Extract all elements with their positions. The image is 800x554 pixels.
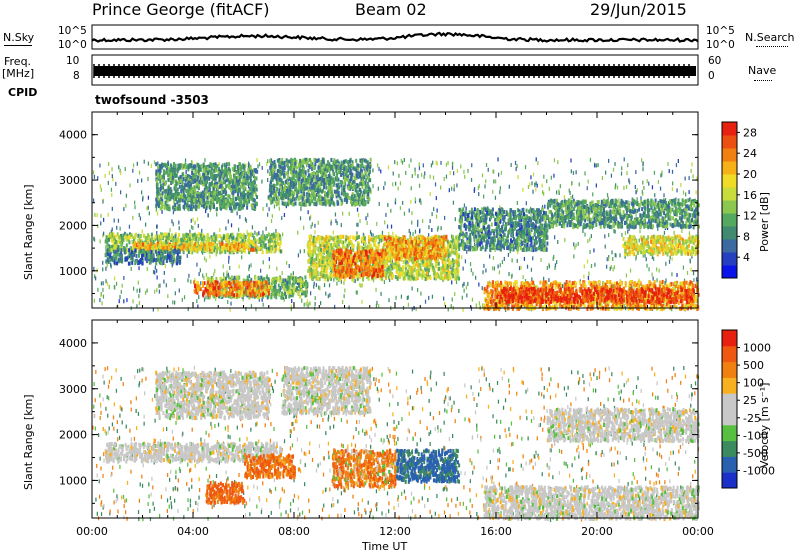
power-panel-cbar-seg-0 — [722, 265, 737, 279]
power-ylabel: Slant Range [km] — [22, 184, 35, 280]
xtick-0: 00:00 — [76, 525, 108, 538]
power-panel-cbar-seg-5 — [722, 200, 737, 214]
velocity-panel-ytick-0: 1000 — [59, 474, 87, 487]
power-panel-ytick-2: 3000 — [59, 174, 87, 187]
velocity-panel-cbar-tick-0: 1000 — [743, 342, 771, 355]
power-panel-cbar-tick-4: 20 — [743, 168, 757, 181]
velocity-panel-cbar-seg-3 — [722, 425, 737, 441]
velocity-panel-cbar-seg-1 — [722, 456, 737, 472]
power-panel-cbar-tick-1: 8 — [743, 230, 750, 243]
summary-panels — [92, 25, 698, 85]
power-panel-cbar-seg-8 — [722, 161, 737, 175]
velocity-cbar-label: Velocity [m s⁻¹] — [758, 383, 771, 468]
velocity-panel-cbar-tick-3: 25 — [743, 394, 757, 407]
power-panel-cbar-tick-6: 28 — [743, 126, 757, 139]
velocity-panel-cbar-seg-4 — [722, 409, 737, 425]
power-panel-cbar-seg-9 — [722, 148, 737, 162]
power-panel-cbar-seg-4 — [722, 213, 737, 227]
velocity-panel-cbar-tick-1: 500 — [743, 359, 764, 372]
velocity-panel-cbar-seg-0 — [722, 472, 737, 488]
power-panel-ytick-3: 4000 — [59, 129, 87, 142]
velocity-panel-cbar-seg-7 — [722, 362, 737, 378]
power-panel-cbar-seg-7 — [722, 174, 737, 188]
nsky-panel-frame — [92, 25, 698, 49]
power-cbar-label: Power [dB] — [758, 192, 771, 252]
velocity-panel-cbar-seg-8 — [722, 346, 737, 362]
power-panel-cbar-seg-1 — [722, 252, 737, 266]
power-panel-cbar-seg-2 — [722, 239, 737, 253]
power-panel-cbar-tick-0: 4 — [743, 251, 750, 264]
power-panel-cbar-seg-11 — [722, 122, 737, 136]
axes: 00:00 04:00 08:00 12:00 16:00 20:00 00:00 — [76, 525, 714, 538]
xtick-4: 16:00 — [480, 525, 512, 538]
power-panel-cbar-tick-5: 24 — [743, 147, 757, 160]
xtick-3: 12:00 — [379, 525, 411, 538]
velocity-panel-cbar-seg-9 — [722, 330, 737, 346]
xtick-6: 00:00 — [682, 525, 714, 538]
power-panel: 1000 2000 3000 4000 4 8 12 16 20 24 28 — [59, 112, 757, 312]
xtick-1: 04:00 — [177, 525, 209, 538]
nsky-trace — [92, 33, 698, 42]
velocity-ylabel: Slant Range [km] — [22, 394, 35, 490]
power-panel-cbar-tick-3: 16 — [743, 189, 757, 202]
xtick-5: 20:00 — [581, 525, 613, 538]
power-panel-ytick-1: 2000 — [59, 219, 87, 232]
velocity-panel-cbar-seg-6 — [722, 377, 737, 393]
velocity-panel-cbar-seg-5 — [722, 393, 737, 409]
power-panel-cbar-seg-10 — [722, 135, 737, 149]
velocity-panel-cbar-seg-2 — [722, 441, 737, 457]
xtick-2: 08:00 — [278, 525, 310, 538]
power-panel-cbar-tick-2: 12 — [743, 210, 757, 223]
power-panel-ytick-0: 1000 — [59, 265, 87, 278]
radar-plot: 1000 2000 3000 4000 4 8 12 16 20 24 28 1000 2000 300… — [0, 0, 800, 554]
velocity-panel-ytick-2: 3000 — [59, 383, 87, 396]
velocity-panel-ytick-1: 2000 — [59, 429, 87, 442]
velocity-panel-ytick-3: 4000 — [59, 337, 87, 350]
power-panel-cbar-seg-3 — [722, 226, 737, 240]
power-panel-cbar-seg-6 — [722, 187, 737, 201]
xlabel: Time UT — [362, 540, 407, 553]
